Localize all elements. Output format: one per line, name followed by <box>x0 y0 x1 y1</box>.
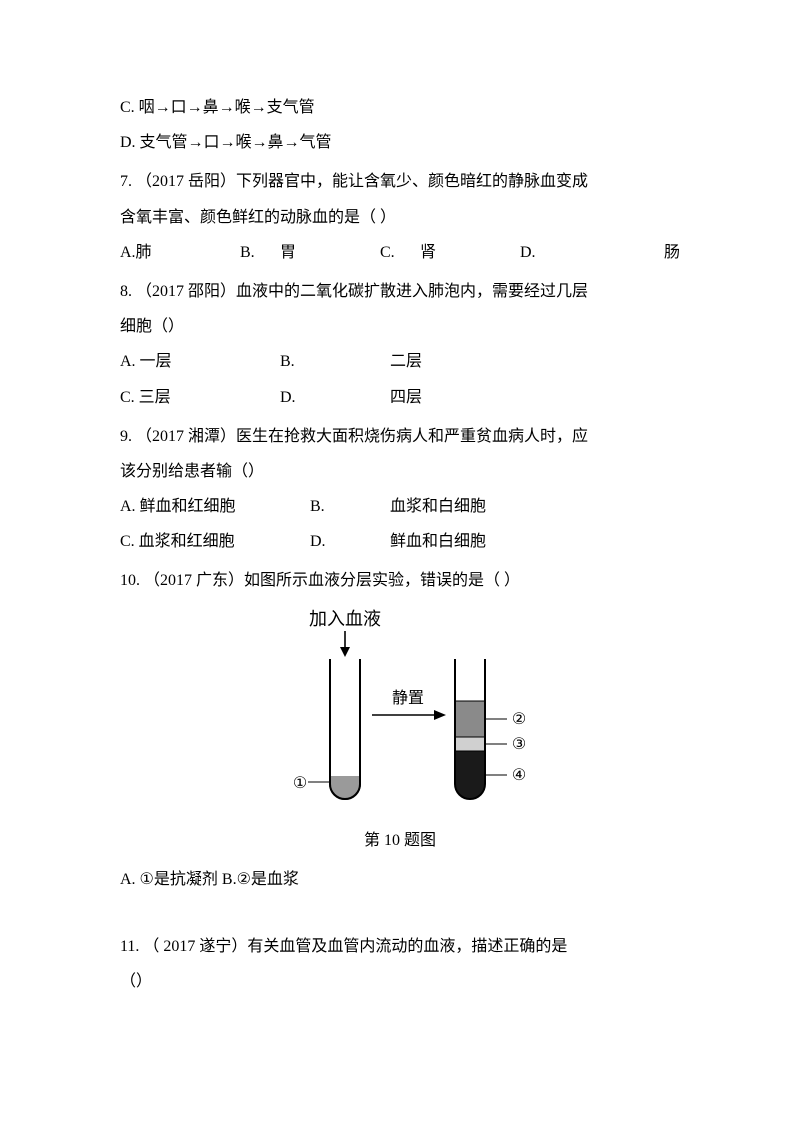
q8-opt-a: A. 一层 <box>120 344 280 379</box>
q8-opt-c: C. 三层 <box>120 380 280 415</box>
q9-stem-line2: 该分别给患者输（） <box>120 454 680 489</box>
q9-opt-b-text: 血浆和白细胞 <box>390 489 486 524</box>
q6-option-c: C. 咽→口→鼻→喉→支气管 <box>120 90 680 125</box>
q8-opt-b-letter: B. <box>280 344 320 379</box>
svg-text:加入血液: 加入血液 <box>309 609 381 629</box>
q9-opt-a: A. 鲜血和红细胞 <box>120 489 310 524</box>
svg-text:①: ① <box>293 775 307 792</box>
q7-opt-c-text: 肾 <box>420 235 520 270</box>
q8-options-row2: C. 三层 D. 四层 <box>120 380 680 415</box>
spacer <box>120 897 680 925</box>
q8-stem-line1: 8. （2017 邵阳）血液中的二氧化碳扩散进入肺泡内，需要经过几层 <box>120 274 680 309</box>
q8-stem-line2: 细胞（） <box>120 309 680 344</box>
q7-opt-a: A.肺 <box>120 235 240 270</box>
svg-text:③: ③ <box>512 736 526 753</box>
q8-options-row1: A. 一层 B. 二层 <box>120 344 680 379</box>
q9-options-row2: C. 血浆和红细胞 D. 鲜血和白细胞 <box>120 524 680 559</box>
svg-text:④: ④ <box>512 767 526 784</box>
q7-opt-c-letter: C. <box>380 235 420 270</box>
svg-text:静置: 静置 <box>392 689 424 707</box>
exam-page: C. 咽→口→鼻→喉→支气管 D. 支气管→口→喉→鼻→气管 7. （2017 … <box>0 0 800 1059</box>
q9-opt-d-letter: D. <box>310 524 350 559</box>
q10-stem: 10. （2017 广东）如图所示血液分层实验，错误的是（ ） <box>120 563 680 598</box>
q6-option-d: D. 支气管→口→喉→鼻→气管 <box>120 125 680 160</box>
q9-opt-b-letter: B. <box>310 489 350 524</box>
q9-stem-line1: 9. （2017 湘潭）医生在抢救大面积烧伤病人和严重贫血病人时，应 <box>120 419 680 454</box>
q10-figure-label: 第 10 题图 <box>364 823 436 858</box>
q11-stem-line2: （） <box>120 964 680 999</box>
q11-stem-line1: 11. （ 2017 遂宁）有关血管及血管内流动的血液，描述正确的是 <box>120 929 680 964</box>
q8-opt-d-letter: D. <box>280 380 320 415</box>
q9-opt-d-text: 鲜血和白细胞 <box>390 524 486 559</box>
q8-opt-b-text: 二层 <box>390 344 422 379</box>
q7-opt-b-letter: B. <box>240 235 280 270</box>
q7-stem-line1: 7. （2017 岳阳）下列器官中，能让含氧少、颜色暗红的静脉血变成 <box>120 164 680 199</box>
svg-text:②: ② <box>512 711 526 728</box>
q7-opt-d-text: 肠 <box>560 235 680 270</box>
q7-opt-d-letter: D. <box>520 235 560 270</box>
q7-opt-b-text: 胃 <box>280 235 380 270</box>
q8-opt-d-text: 四层 <box>390 380 422 415</box>
blood-layer-diagram: 加入血液 ① 静置 ② ③ ④ <box>250 607 550 817</box>
q9-opt-c: C. 血浆和红细胞 <box>120 524 310 559</box>
q10-figure: 加入血液 ① 静置 ② ③ ④ 第 10 题图 <box>120 607 680 858</box>
q10-opt-a: A. ①是抗凝剂 B.②是血浆 <box>120 862 680 897</box>
q7-options: A.肺 B. 胃 C. 肾 D. 肠 <box>120 235 680 270</box>
q7-stem-line2: 含氧丰富、颜色鲜红的动脉血的是（ ） <box>120 200 680 235</box>
q9-options-row1: A. 鲜血和红细胞 B. 血浆和白细胞 <box>120 489 680 524</box>
